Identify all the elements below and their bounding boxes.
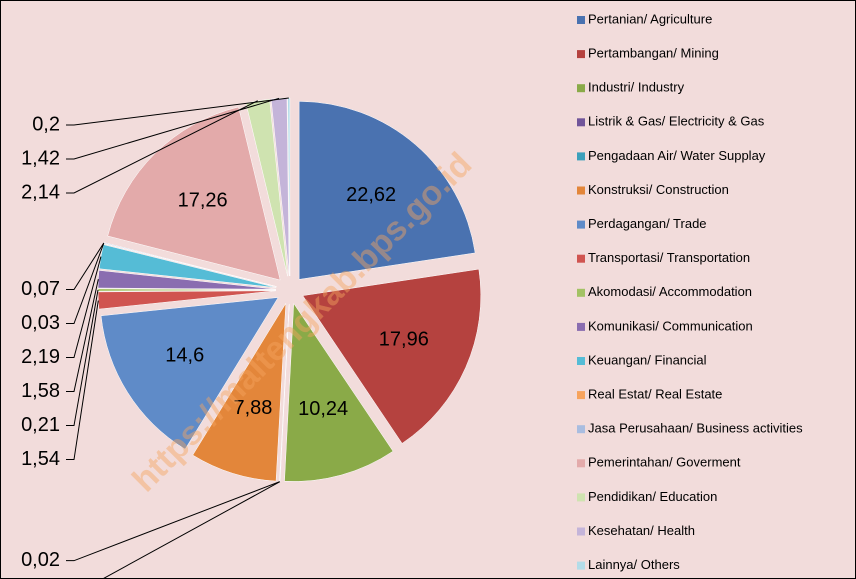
pie bbox=[97, 97, 481, 483]
legend-label: Pertanian/ Agriculture bbox=[588, 11, 712, 26]
legend-label: Pemerintahan/ Goverment bbox=[588, 455, 741, 470]
pie-slice bbox=[298, 101, 476, 280]
legend-swatch bbox=[577, 220, 585, 229]
legend-label: Kesehatan/ Health bbox=[588, 523, 695, 538]
leader-line bbox=[66, 97, 289, 126]
legend-label: Listrik & Gas/ Electricity & Gas bbox=[588, 114, 765, 129]
leader-line bbox=[66, 279, 99, 393]
value-label: 0,02 bbox=[21, 549, 60, 571]
legend-swatch bbox=[577, 425, 585, 434]
legend-swatch bbox=[577, 16, 585, 24]
legend-label: Perdagangan/ Trade bbox=[588, 216, 707, 231]
pie-slice bbox=[302, 268, 481, 444]
leader-line bbox=[66, 242, 105, 291]
value-label: 1,58 bbox=[21, 380, 60, 402]
legend-label: Industri/ Industry bbox=[588, 80, 685, 95]
legend-label: Komunikasi/ Communication bbox=[588, 318, 753, 333]
legend-label: Pengadaan Air/ Water Supplay bbox=[588, 148, 766, 163]
legend-swatch bbox=[577, 84, 585, 93]
value-label: 0,2 bbox=[32, 113, 60, 135]
value-label: 0,03 bbox=[21, 312, 60, 334]
pie-slice bbox=[284, 302, 394, 482]
legend-swatch bbox=[577, 118, 585, 127]
legend-swatch bbox=[577, 288, 585, 297]
legend-label: Lainnya/ Others bbox=[588, 557, 680, 572]
legend-swatch bbox=[577, 493, 585, 502]
labels: 22,62 17,96 10,24 7,88 14,6 17,26 0,03 0,02 1,54… bbox=[21, 97, 429, 579]
legend-swatch bbox=[577, 391, 585, 400]
legend-label: Akomodasi/ Accommodation bbox=[588, 284, 752, 299]
leader-line bbox=[101, 481, 281, 579]
legend-swatch bbox=[577, 527, 585, 536]
value-label: 1,54 bbox=[21, 448, 60, 470]
leader-line bbox=[66, 481, 280, 562]
value-label: 10,24 bbox=[298, 398, 348, 420]
value-label: 7,88 bbox=[233, 397, 272, 419]
leader-line bbox=[66, 97, 280, 160]
value-label: 17,26 bbox=[178, 190, 228, 212]
value-label: 22,62 bbox=[346, 184, 396, 206]
value-label: 2,14 bbox=[21, 181, 60, 203]
legend: Pertanian/ Agriculture Pertambangan/ Mini… bbox=[577, 11, 803, 572]
legend-swatch bbox=[577, 152, 585, 161]
pie-slice bbox=[192, 303, 287, 482]
value-label: 17,96 bbox=[379, 328, 429, 350]
value-label: 0,07 bbox=[21, 278, 60, 300]
legend-swatch bbox=[577, 186, 585, 195]
pie-slice bbox=[107, 106, 281, 281]
leader-line bbox=[66, 289, 99, 427]
legend-label: Transportasi/ Transportation bbox=[588, 250, 750, 265]
legend-label: Pendidikan/ Education bbox=[588, 489, 717, 504]
leader-line bbox=[66, 300, 99, 461]
leader-line bbox=[66, 100, 258, 194]
pie-slice bbox=[97, 270, 277, 290]
value-label: 1,42 bbox=[21, 147, 60, 169]
legend-swatch bbox=[577, 561, 585, 570]
value-label: 2,19 bbox=[21, 346, 60, 368]
value-label: 0,21 bbox=[21, 414, 60, 436]
legend-label: Konstruksi/ Construction bbox=[588, 182, 729, 197]
leader-line bbox=[66, 243, 105, 325]
legend-swatch bbox=[577, 50, 585, 59]
legend-swatch bbox=[577, 357, 585, 365]
legend-swatch bbox=[577, 459, 585, 468]
value-label: 14,6 bbox=[165, 345, 204, 367]
pie-slice bbox=[100, 297, 279, 450]
legend-swatch bbox=[577, 322, 585, 331]
legend-label: Real Estat/ Real Estate bbox=[588, 387, 722, 402]
legend-label: Keuangan/ Financial bbox=[588, 352, 707, 367]
legend-label: Pertambangan/ Mining bbox=[588, 46, 719, 61]
leader-line bbox=[66, 256, 102, 359]
legend-label: Jasa Perusahaan/ Business activities bbox=[588, 421, 803, 436]
legend-swatch bbox=[577, 254, 585, 263]
